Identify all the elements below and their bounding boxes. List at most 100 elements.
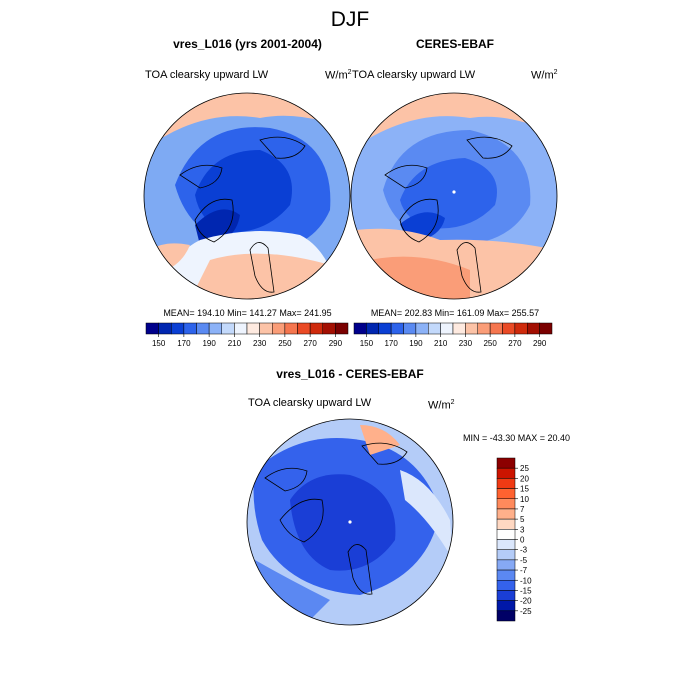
colorbar-diff-box [496,488,516,499]
colorbar-diff-box [496,580,516,591]
colorbar-diff-tick-label: 7 [520,505,525,514]
colorbar-obs-tick-label: 230 [459,339,473,348]
colorbar-model-box [171,322,185,335]
colorbar-obs-box [428,322,441,335]
colorbar-diff-tick-label: 25 [520,464,529,473]
map-obs-coastlines [384,136,513,293]
colorbar-model-box [196,322,210,335]
colorbar-obs-tick-label: 170 [384,339,398,348]
colorbar-obs-box [514,322,528,335]
map-obs-pole-marker [452,190,456,194]
colorbar-obs-box [489,322,503,335]
map-model [144,93,350,299]
colorbar-diff-tick-label: 3 [520,525,525,534]
colorbar-diff-box [496,529,516,540]
colorbar-obs-tick-label: 190 [409,339,423,348]
colorbar-diff-tick-label: -7 [520,566,528,575]
colorbar-model-tick-label: 150 [152,339,166,348]
map-model-border [143,92,351,300]
colorbar-obs-box [452,322,466,335]
panel-model-units: W/m2 [325,69,352,82]
figure-title: DJF [330,8,370,31]
colorbar-diff-box [496,539,516,550]
colorbar-diff-tick-label: 10 [520,495,529,504]
panel-diff-stats: MIN = -43.30 MAX = 20.40 [463,433,571,443]
colorbar-diff-tick-label: -5 [520,556,528,565]
panel-model-field-label: TOA clearsky upward LW [145,69,269,81]
panel-obs-units: W/m2 [531,69,558,82]
colorbar-obs: 150 170 190 210 230 250 270 290 [353,322,553,348]
colorbar-obs-box [539,322,553,335]
colorbar-model-box [259,322,273,335]
colorbar-model-box [234,322,248,335]
colorbar-obs-box [403,322,417,335]
panel-diff-units-base: W/m [428,399,451,412]
colorbar-model-box [284,322,298,335]
panel-diff-units: W/m2 [428,399,455,412]
panel-obs-units-base: W/m [531,69,554,82]
colorbar-diff-box [496,549,516,561]
colorbar-diff-tick-label: 0 [520,536,525,545]
panel-model-title: vres_L016 (yrs 2001-2004) [173,37,322,51]
panel-obs-title: CERES-EBAF [415,37,494,51]
colorbar-model-tick-label: 290 [329,339,343,348]
colorbar-diff-box [496,518,516,530]
colorbar-obs-box [477,322,491,335]
map-diff-neg-left [247,560,330,625]
colorbar-obs-tick-label: 270 [508,339,522,348]
map-diff-coastlines [264,442,408,595]
colorbar-model: 150 170 190 210 230 250 270 290 [145,322,349,348]
colorbar-diff-box [496,610,516,622]
colorbar-obs-tick-label: 210 [434,339,448,348]
colorbar-model-box [221,322,235,335]
colorbar-obs-box [465,322,478,335]
colorbar-diff-tick-label: -20 [520,597,532,606]
colorbar-diff-tick-label: 20 [520,474,529,483]
colorbar-obs-box [440,322,454,335]
colorbar-obs-tick-label: 250 [483,339,497,348]
colorbar-model-tick-label: 270 [303,339,317,348]
colorbar-model-box [272,322,286,335]
colorbar-model-box [158,322,172,335]
colorbar-diff-box [496,498,516,510]
map-obs [351,93,557,299]
panel-diff-units-exp: 2 [450,399,455,406]
colorbar-model-tick-label: 170 [177,339,191,348]
colorbar-diff-box [496,508,516,520]
panel-model-stats: MEAN= 194.10 Min= 141.27 Max= 241.95 [163,308,332,318]
colorbar-model-box [297,322,311,335]
panel-diff-field-label: TOA clearsky upward LW [248,397,372,409]
map-obs-border [350,92,558,300]
panel-obs-field-label: TOA clearsky upward LW [352,69,476,81]
colorbar-diff-box [496,600,516,612]
panel-diff-title: vres_L016 - CERES-EBAF [276,367,424,381]
panel-model-units-exp: 2 [347,69,352,76]
colorbar-obs-box [415,322,429,335]
colorbar-obs-box [366,322,379,335]
colorbar-model-box [208,322,222,335]
colorbar-model-box [309,322,323,335]
colorbar-diff-box [496,590,516,601]
colorbar-obs-box [353,322,367,335]
colorbar-diff-tick-label: 5 [520,515,525,524]
map-diff-neg-strong [290,474,396,571]
colorbar-model-box [145,322,159,335]
colorbar-model-box [246,322,260,335]
colorbar-obs-box [390,322,404,335]
map-diff-pole-marker [348,520,352,524]
map-diff-border [246,418,454,626]
colorbar-obs-tick-label: 290 [533,339,547,348]
colorbar-model-tick-label: 250 [278,339,292,348]
map-diff [247,419,453,625]
colorbar-diff-box [496,457,516,469]
colorbar-obs-box [527,322,540,335]
colorbar-diff-tick-label: 15 [520,485,529,494]
colorbar-model-tick-label: 210 [228,339,242,348]
map-diff-pos-top [360,425,400,455]
colorbar-diff-tick-label: -25 [520,607,532,616]
colorbar-obs-tick-label: 150 [360,339,374,348]
colorbar-obs-box [378,322,392,335]
panel-obs-stats: MEAN= 202.83 Min= 161.09 Max= 255.57 [370,308,540,318]
colorbar-diff-tick-label: -10 [520,576,532,585]
